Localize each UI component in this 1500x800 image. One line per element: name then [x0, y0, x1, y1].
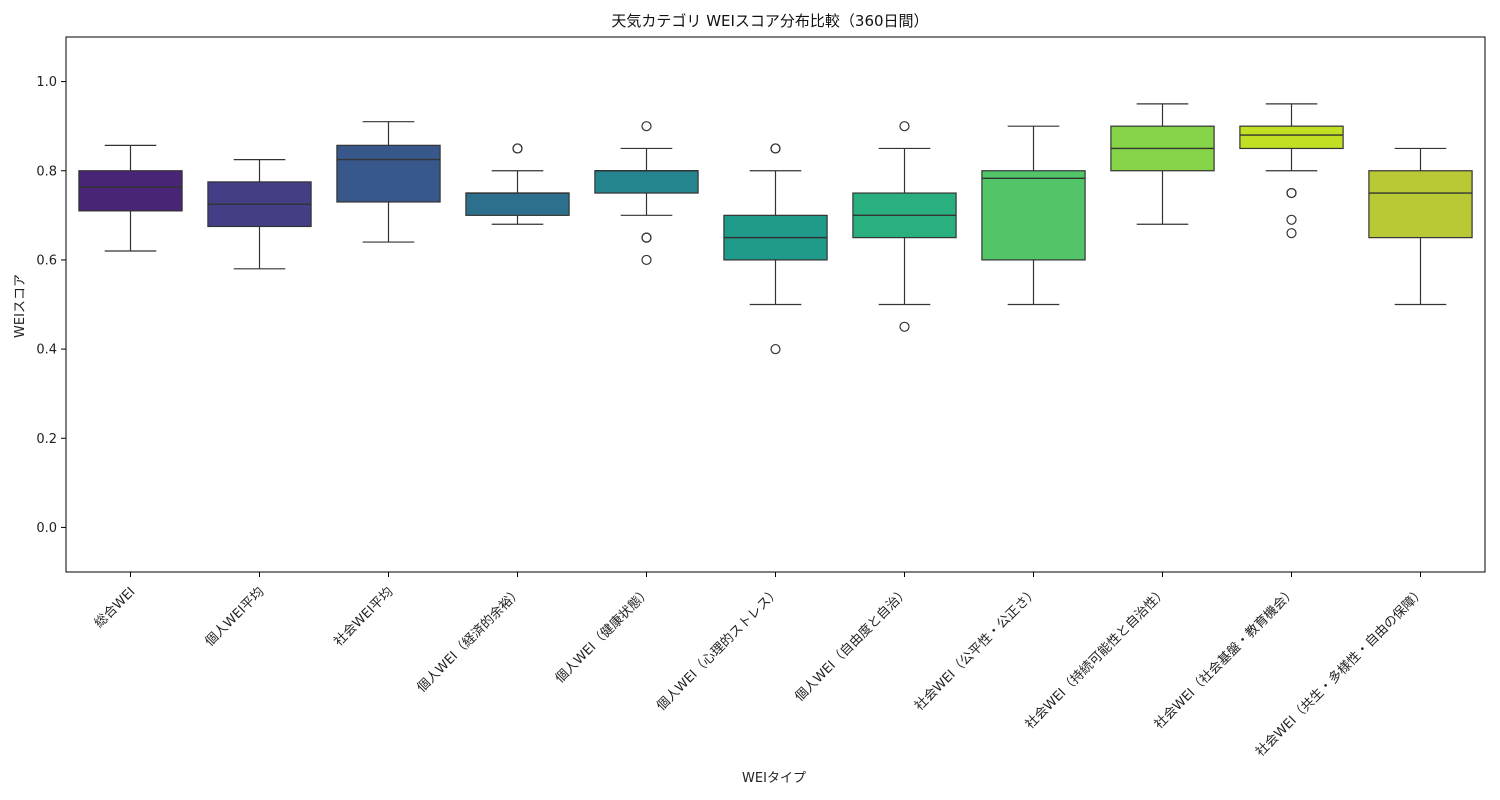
y-tick-label: 0.2: [36, 432, 57, 447]
chart-title: 天気カテゴリ WEIスコア分布比較（360日間）: [611, 12, 929, 30]
x-tick-label: 個人WEI（経済的余裕）: [414, 584, 526, 696]
x-tick-label: 個人WEI（健康状態）: [552, 584, 654, 686]
outlier-point: [1286, 187, 1297, 199]
y-axis-label: WEIスコア: [13, 274, 28, 338]
box-group: [723, 143, 828, 355]
outlier-point: [770, 143, 781, 154]
outlier-point: [641, 254, 652, 266]
y-axis: 0.0 0.2 0.4 0.6 0.8 1.0: [36, 75, 66, 536]
x-tick-label: 社会WEI（公平性・公正さ）: [911, 584, 1041, 714]
y-tick-label: 0.8: [36, 164, 57, 179]
x-tick-label: 社会WEI（持続可能性と自治性）: [1022, 584, 1170, 732]
box-group: [1368, 147, 1473, 306]
y-tick-label: 0.4: [36, 343, 57, 358]
box-iqr: [594, 170, 699, 194]
y-tick-label: 0.0: [36, 521, 57, 536]
box-group: [336, 121, 441, 243]
box-group: [207, 159, 312, 270]
box-iqr: [336, 144, 441, 203]
x-tick-label: 個人WEI平均: [202, 585, 267, 650]
y-tick-label: 1.0: [36, 75, 57, 90]
box-group: [78, 144, 183, 252]
x-axis: 総合WEI 個人WEI平均 社会WEI平均 個人WEI（経済的余裕） 個人WEI（健康状…: [92, 572, 1428, 760]
outlier-point: [512, 143, 523, 154]
outlier-point: [899, 121, 910, 132]
x-tick-label: 個人WEI（自由度と自治）: [792, 584, 913, 705]
box-iqr: [1368, 170, 1473, 239]
box-iqr: [981, 170, 1086, 261]
box-group: [594, 121, 699, 266]
outlier-point: [641, 121, 652, 132]
outlier-point: [770, 343, 781, 355]
outlier-point: [1286, 214, 1297, 225]
box-group: [1110, 103, 1215, 225]
box-group: [1239, 103, 1344, 239]
x-tick-label: 社会WEI平均: [331, 584, 397, 650]
x-tick-label: 総合WEI: [92, 585, 139, 632]
box-iqr: [1239, 125, 1344, 150]
outlier-point: [1286, 228, 1297, 239]
box-group: [981, 125, 1086, 306]
x-tick-label: 社会WEI（社会基盤・教育機会）: [1151, 584, 1299, 732]
box-iqr: [465, 192, 570, 216]
x-tick-label: 個人WEI（心理的ストレス）: [653, 584, 783, 714]
box-series: [78, 103, 1473, 355]
y-tick-label: 0.6: [36, 253, 57, 268]
outlier-point: [899, 321, 910, 332]
outlier-point: [641, 232, 652, 243]
box-group: [852, 121, 957, 332]
box-group: [465, 143, 570, 225]
x-axis-label: WEIタイプ: [742, 771, 806, 786]
box-iqr: [78, 170, 183, 212]
